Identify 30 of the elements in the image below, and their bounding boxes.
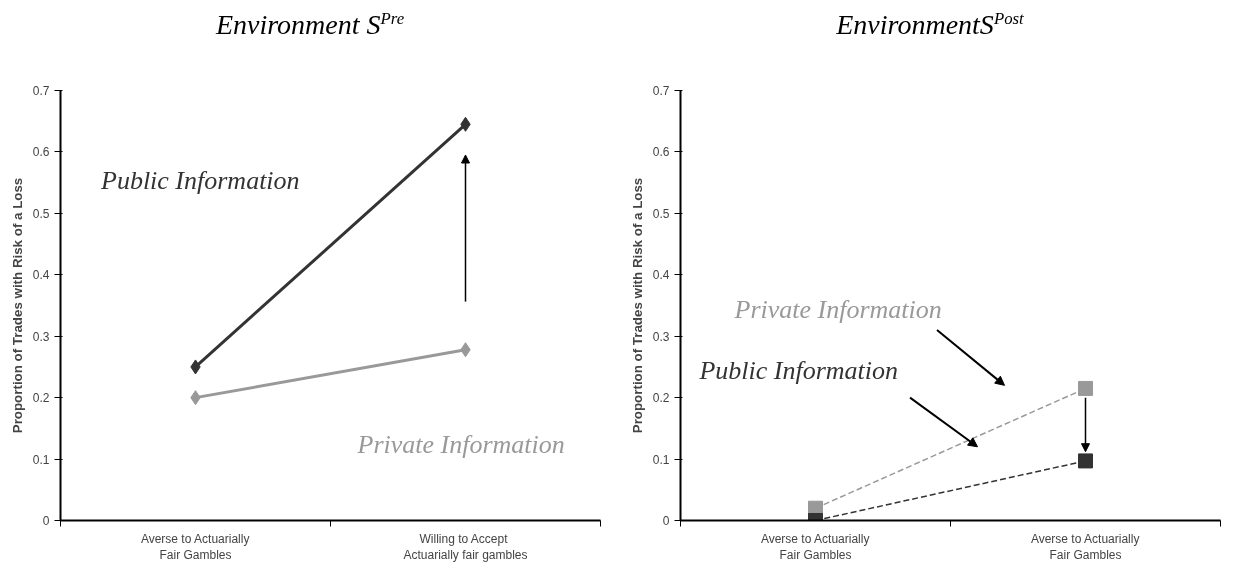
y-tick-label: 0 [42, 514, 50, 528]
text: Public Information [100, 165, 300, 195]
point [1078, 380, 1093, 396]
chart-title: EnvironmentS$^{Post}$ [835, 7, 1025, 42]
y-tick-label: 0 [662, 514, 670, 528]
x-tick-label: Willing to Accept Actuarially fair gambles [403, 531, 528, 563]
y-tick-label: 0.3 [652, 329, 670, 344]
text: Public Information [698, 356, 898, 386]
x-tick-label: Averse to Actuarially Fair Gambles [140, 531, 250, 563]
y-tick-label: 0.3 [32, 329, 50, 344]
point [1078, 453, 1093, 469]
chart-title: Environment S$^{Pre}$ [214, 7, 406, 42]
y-tick-label: 0.6 [652, 145, 670, 160]
text: Private Information [356, 430, 565, 460]
y-axis-title: Proportion of Trades with Risk of a Loss [629, 177, 645, 434]
x-tick-label: Averse to Actuarially Fair Gambles [760, 531, 870, 563]
y-tick-label: 0.5 [652, 206, 670, 221]
y-tick-label: 0.4 [652, 268, 670, 283]
y-tick-label: 0.7 [652, 84, 670, 98]
y-tick-label: 0.1 [652, 452, 670, 467]
y-tick-label: 0.2 [32, 391, 50, 406]
y-tick-label: 0.2 [652, 391, 670, 406]
y-axis-title: Proportion of Trades with Risk of a Loss [9, 177, 25, 434]
y-tick-label: 0.5 [32, 206, 50, 221]
text: Private Information [733, 294, 942, 324]
y-tick-label: 0.7 [32, 84, 50, 98]
x-tick-label: Averse to Actuarially Fair Gambles [1030, 531, 1140, 563]
y-tick-label: 0.4 [32, 268, 50, 283]
y-tick-label: 0.1 [32, 452, 50, 467]
y-tick-label: 0.6 [32, 145, 50, 160]
